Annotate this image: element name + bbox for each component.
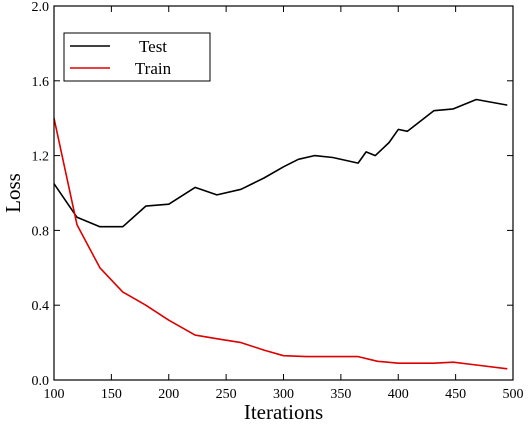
series-line-test	[53, 98, 508, 228]
series-line-train	[53, 118, 508, 370]
x-tick-label: 150	[101, 387, 122, 402]
x-tick-label: 400	[388, 387, 409, 402]
legend-label-train: Train	[135, 59, 172, 78]
series-layer	[53, 98, 508, 370]
x-tick-label: 100	[44, 387, 65, 402]
legend-label-test: Test	[139, 37, 167, 56]
x-tick-label: 450	[445, 387, 466, 402]
y-tick-label: 0.8	[32, 224, 50, 239]
x-tick-label: 500	[503, 387, 524, 402]
y-axis-title: Loss	[1, 173, 25, 213]
legend: Test Train	[63, 32, 211, 82]
y-tick-label: 1.2	[32, 150, 50, 165]
x-tick-label: 200	[158, 387, 179, 402]
y-tick-label: 1.6	[32, 75, 50, 90]
legend-box	[63, 32, 211, 82]
x-tick-label: 250	[216, 387, 237, 402]
ticks-layer: 100 150 200 250 300 350 400 450 500 0.0 0.4 0.8 1.2 1…	[32, 0, 524, 402]
y-tick-label: 2.0	[32, 0, 50, 15]
x-axis-title: Iterations	[244, 400, 323, 424]
y-tick-label: 0.0	[32, 374, 50, 389]
y-tick-label: 0.4	[32, 299, 50, 314]
x-tick-label: 300	[273, 387, 294, 402]
x-tick-label: 350	[330, 387, 351, 402]
